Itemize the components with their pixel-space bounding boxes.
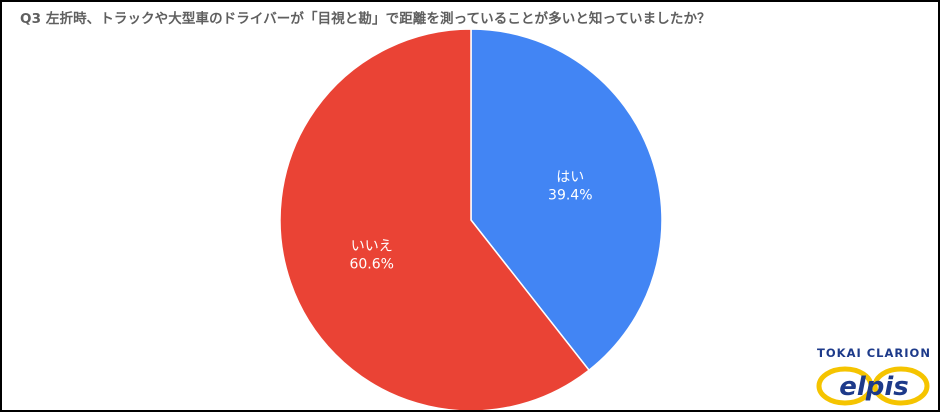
tokai-clarion-elpis-logo: TOKAI CLARION elpis <box>812 346 936 410</box>
pie-slice-value-0: 39.4% <box>548 188 592 204</box>
pie-slice-label-0: はい <box>556 170 584 186</box>
pie-slice-value-1: 60.6% <box>349 256 393 272</box>
chart-title: Q3 左折時、トラックや大型車のドライバーが「目視と勘」で距離を測っていることが… <box>20 11 711 27</box>
pie-slice-label-1: いいえ <box>351 238 393 254</box>
pie-labels: はい 39.4% いいえ 60.6% <box>349 170 592 273</box>
pie-slice-1 <box>279 28 591 410</box>
elpis-logo-mark: elpis <box>816 366 930 406</box>
logo-brand-text: elpis <box>839 372 909 402</box>
pie-slices <box>279 28 663 410</box>
pie-slice-0 <box>470 28 663 372</box>
logo-company-name: TOKAI CLARION <box>817 346 931 360</box>
